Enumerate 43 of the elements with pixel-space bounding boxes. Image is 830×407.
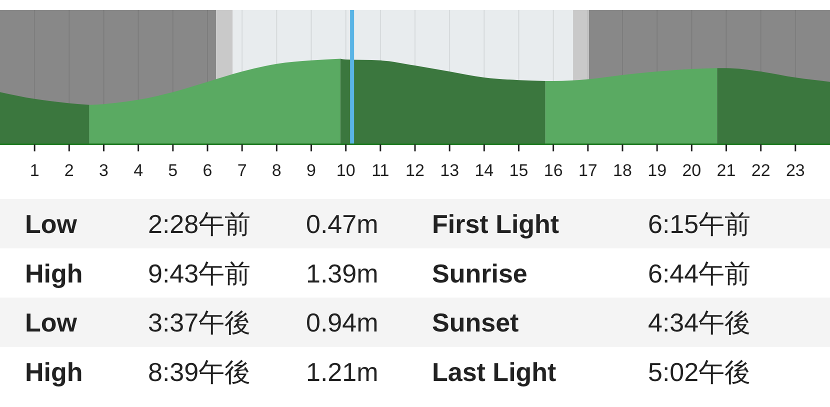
x-tick-label: 14 (474, 161, 494, 180)
x-tick-label: 19 (648, 161, 667, 180)
table-cell: 0.94m (306, 308, 378, 338)
x-tick-label: 9 (306, 161, 316, 180)
x-tick-label: 3 (99, 161, 108, 180)
x-tick-label: 20 (682, 161, 702, 180)
x-tick-label: 22 (751, 161, 770, 180)
table-cell: 8:39午後 (148, 356, 251, 387)
x-tick-label: 5 (168, 161, 178, 180)
table-cell: Low (25, 308, 77, 338)
table-cell: 4:34午後 (648, 308, 751, 338)
x-tick-label: 16 (544, 161, 563, 180)
table-cell: 1.39m (306, 258, 378, 288)
table-cell: Sunrise (432, 258, 528, 288)
x-tick-label: 11 (372, 161, 390, 180)
x-tick-label: 12 (406, 161, 424, 180)
table-cell: 1.21m (306, 356, 378, 387)
x-tick-label: 21 (716, 161, 736, 180)
table-cell: 9:43午前 (148, 258, 251, 288)
table-cell: 6:44午前 (648, 258, 751, 288)
x-tick-label: 10 (336, 161, 356, 180)
table-cell: 0.47m (306, 209, 378, 239)
x-tick-label: 8 (272, 161, 282, 180)
x-tick-label: 23 (786, 161, 805, 180)
x-tick-label: 1 (30, 161, 40, 180)
table-cell: Sunset (432, 308, 519, 338)
x-tick-label: 7 (237, 161, 247, 180)
x-tick-label: 2 (64, 161, 74, 180)
table-cell: 6:15午前 (648, 209, 751, 239)
x-tick-label: 17 (578, 161, 598, 180)
x-tick-label: 4 (134, 161, 144, 180)
x-tick-label: 6 (202, 161, 212, 180)
x-tick-label: 15 (509, 161, 528, 180)
table-cell: First Light (432, 209, 560, 239)
table-cell: Low (25, 209, 77, 239)
table-cell: 5:02午後 (648, 356, 751, 387)
table-cell: High (25, 356, 83, 387)
table-cell: 3:37午後 (148, 308, 251, 338)
table-cell: High (25, 258, 83, 288)
x-tick-label: 18 (613, 161, 632, 180)
table-cell: Last Light (432, 356, 556, 387)
x-tick-label: 13 (440, 161, 460, 180)
table-cell: 2:28午前 (148, 209, 251, 239)
